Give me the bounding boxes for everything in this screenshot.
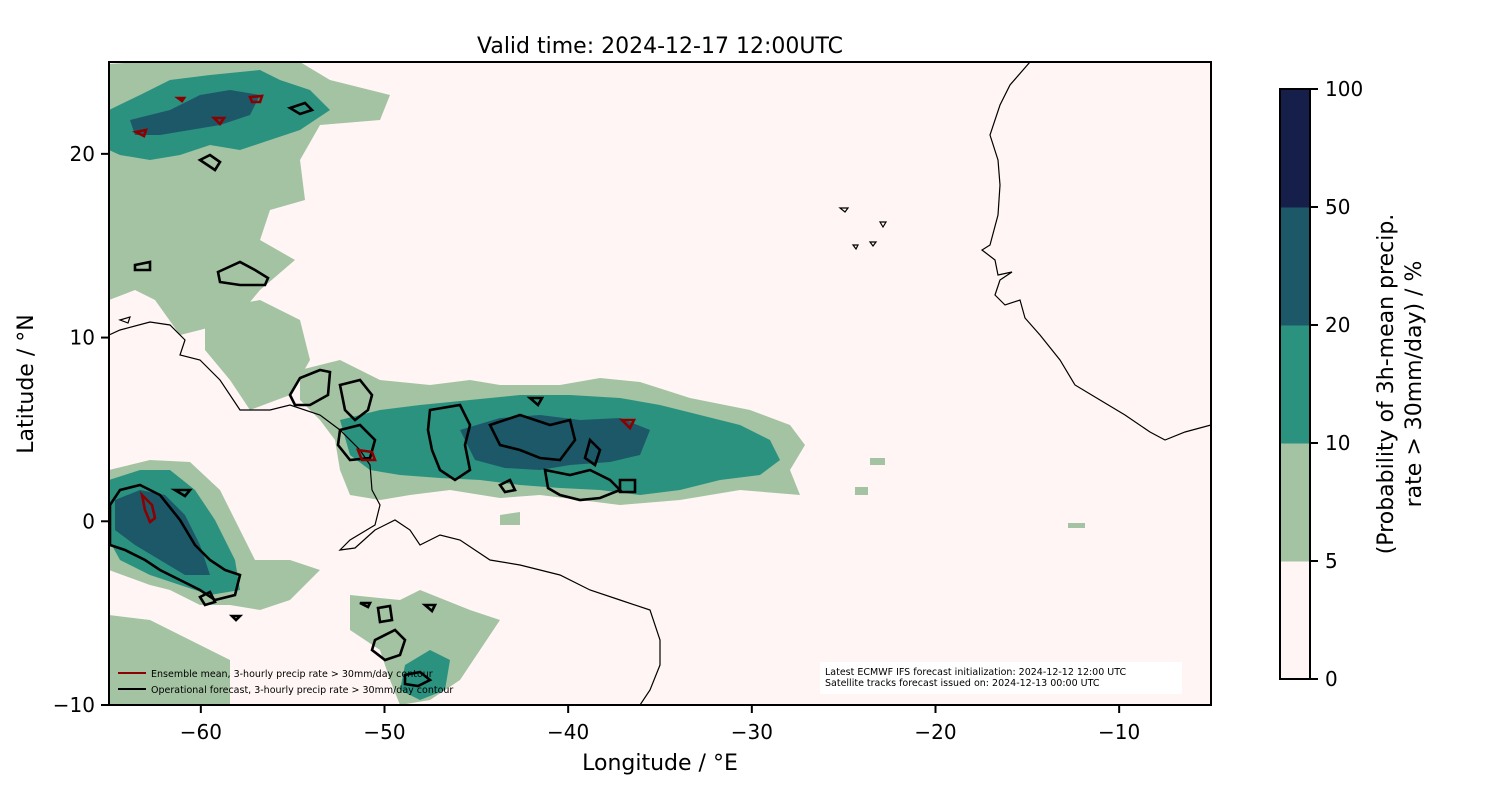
info-line-initialization: Latest ECMWF IFS forecast initialization…	[825, 667, 1126, 678]
x-axis-label: Longitude / °E	[582, 751, 738, 776]
colorbar-tick-label: 100	[1325, 77, 1363, 101]
colorbar-tick-label: 20	[1325, 313, 1350, 337]
y-tick-label: 0	[82, 509, 95, 533]
y-axis-label: Latitude / °N	[14, 314, 39, 453]
colorbar: 0 5 10 20 50 100	[1279, 77, 1363, 691]
colorbar-frame	[1279, 88, 1311, 680]
colorbar-segment	[1280, 443, 1310, 562]
colorbar-segment	[1280, 207, 1310, 326]
info-box-background	[820, 662, 1182, 694]
colorbar-segment	[1280, 561, 1310, 680]
operational-forecast-contours	[109, 101, 637, 688]
x-tick-label: −40	[547, 720, 589, 744]
coastlines	[109, 62, 1211, 705]
x-tick-label: −10	[1098, 720, 1140, 744]
info-box: Latest ECMWF IFS forecast initialization…	[820, 662, 1182, 694]
x-tick-label: −30	[731, 720, 773, 744]
map-frame	[108, 61, 1212, 706]
legend-label-operational: Operational forecast, 3-hourly precip ra…	[151, 685, 453, 696]
x-tick-label: −60	[180, 720, 222, 744]
y-tick-label: 10	[70, 326, 95, 350]
colorbar-tick-label: 50	[1325, 195, 1350, 219]
colorbar-label-line1: (Probability of 3h-mean precip.	[1374, 214, 1399, 555]
y-axis: −10 0 10 20	[53, 142, 109, 717]
colorbar-tick-label: 5	[1325, 549, 1338, 573]
x-tick-label: −50	[363, 720, 405, 744]
colorbar-segment	[1280, 325, 1310, 444]
map-panel: Ensemble mean, 3-hourly precip rate > 30…	[108, 61, 1212, 706]
y-tick-label: 20	[70, 142, 95, 166]
colorbar-segment	[1280, 89, 1310, 208]
legend: Ensemble mean, 3-hourly precip rate > 30…	[118, 669, 453, 696]
x-axis: −60 −50 −40 −30 −20 −10	[180, 705, 1140, 744]
legend-label-ensemble: Ensemble mean, 3-hourly precip rate > 30…	[151, 669, 433, 680]
colorbar-tick-label: 10	[1325, 431, 1350, 455]
map-title: Valid time: 2024-12-17 12:00UTC	[477, 34, 843, 59]
ensemble-mean-contours	[132, 94, 637, 525]
info-line-satellite: Satellite tracks forecast issued on: 202…	[825, 678, 1100, 689]
y-tick-label: −10	[53, 693, 95, 717]
x-tick-label: −20	[914, 720, 956, 744]
probability-field-20-50	[115, 90, 650, 575]
colorbar-label-line2: rate > 30mm/day) / %	[1402, 261, 1427, 508]
colorbar-tick-label: 0	[1325, 667, 1338, 691]
